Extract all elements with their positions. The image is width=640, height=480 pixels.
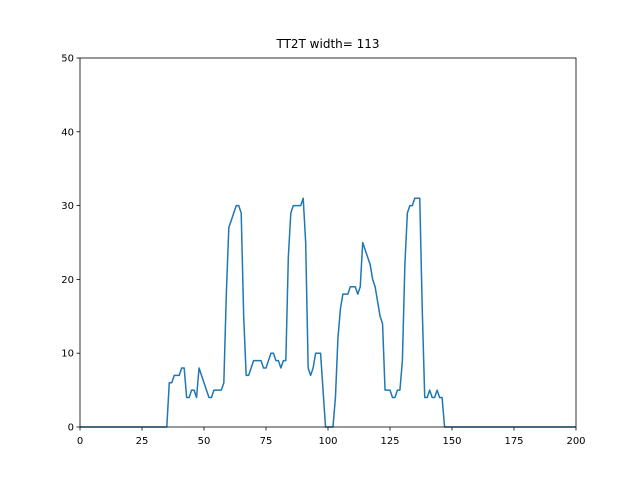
x-tick-label: 75 xyxy=(260,436,273,447)
x-tick-label: 0 xyxy=(77,436,83,447)
data-line xyxy=(80,197,576,428)
x-tick-label: 125 xyxy=(380,436,399,447)
x-tick-label: 50 xyxy=(198,436,211,447)
y-tick-label: 30 xyxy=(61,201,74,212)
plot-frame xyxy=(79,57,577,428)
chart-title: TT2T width= 113 xyxy=(275,37,379,51)
y-tick-label: 10 xyxy=(61,349,74,360)
y-tick-label: 50 xyxy=(61,54,74,65)
x-tick-label: 100 xyxy=(318,436,337,447)
x-tick-label: 150 xyxy=(442,436,461,447)
x-tick-label: 25 xyxy=(136,436,149,447)
x-tick-label: 200 xyxy=(566,436,585,447)
y-tick-label: 40 xyxy=(61,127,74,138)
y-tick-label: 0 xyxy=(68,423,74,434)
y-tick-label: 20 xyxy=(61,275,74,286)
x-tick-label: 175 xyxy=(504,436,523,447)
